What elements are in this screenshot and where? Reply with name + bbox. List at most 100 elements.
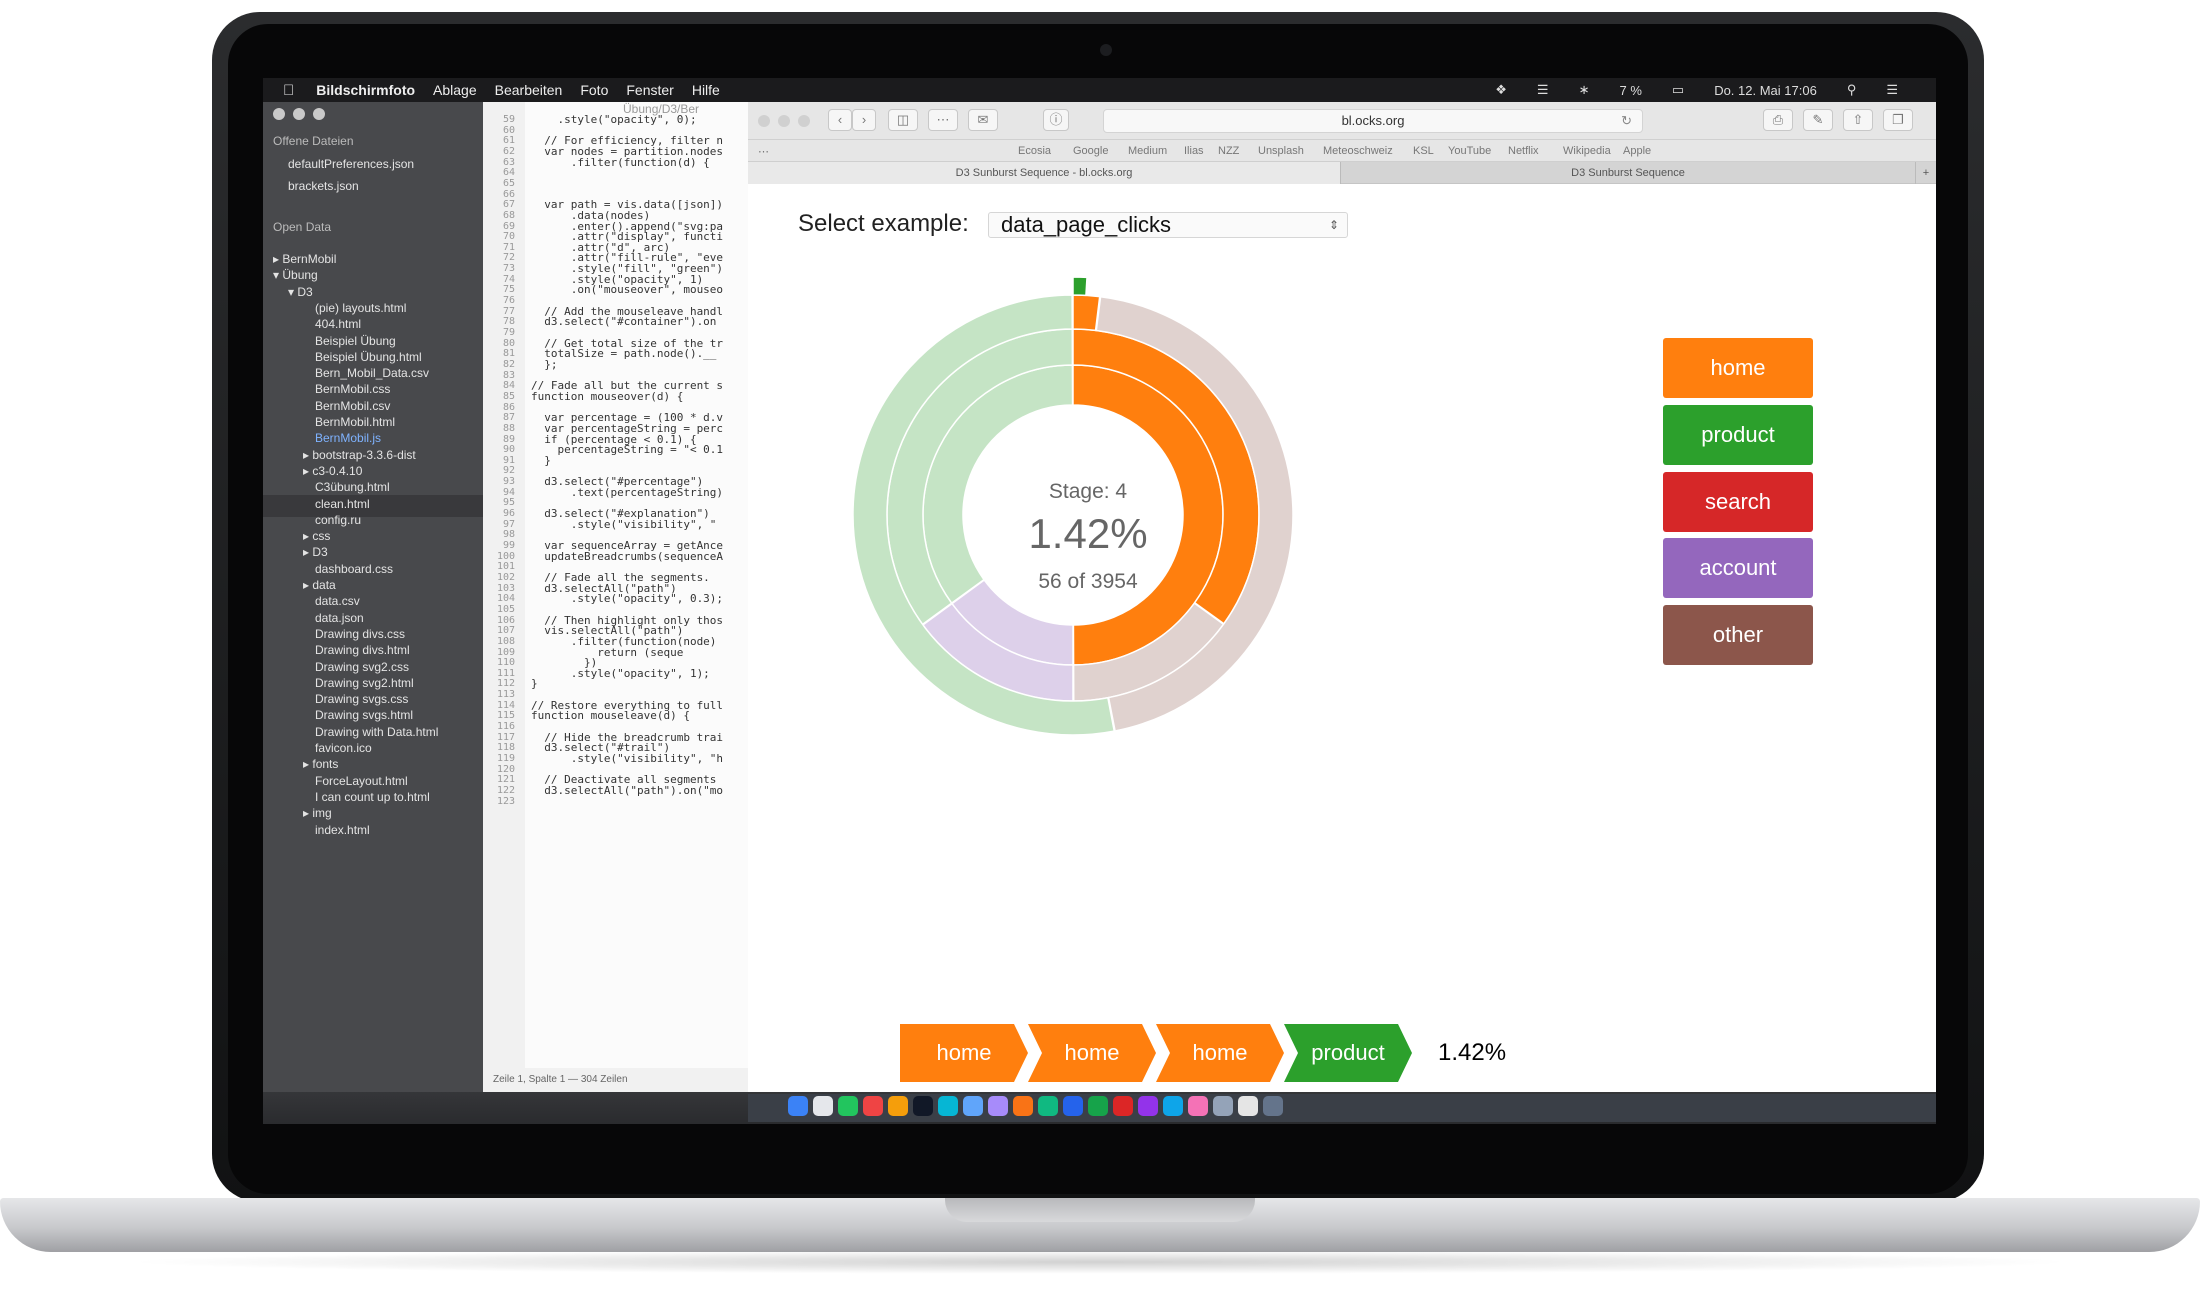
dock-app-icon[interactable] [1063,1096,1083,1116]
dock-app-icon[interactable] [1038,1096,1058,1116]
open-file-item[interactable]: defaultPreferences.json [288,157,414,171]
file-tree-item[interactable]: clean.html [315,497,370,511]
dock-app-icon[interactable] [863,1096,883,1116]
dock-app-icon[interactable] [1238,1096,1258,1116]
file-tree-item[interactable]: I can count up to.html [315,790,430,804]
file-tree-item[interactable]: Drawing with Data.html [315,725,438,739]
menu-bearbeiten[interactable]: Bearbeiten [495,82,563,98]
file-tree-item[interactable]: ▸ fonts [303,757,338,771]
disclosure-arrow-icon[interactable]: ▾ [288,285,297,299]
open-file-item[interactable]: brackets.json [288,179,359,193]
forward-icon[interactable]: › [852,109,876,131]
top-sites-icon[interactable]: ⋯ [928,109,958,131]
dock-app-icon[interactable] [813,1096,833,1116]
mail-icon[interactable]: ✉ [968,109,998,131]
dock-app-icon[interactable] [1013,1096,1033,1116]
favorite-link[interactable]: NZZ [1218,145,1239,157]
favorite-link[interactable]: Netflix [1508,145,1539,157]
project-dropdown[interactable]: Open Data [273,220,331,234]
reload-icon[interactable]: ↻ [1621,110,1632,132]
file-tree-item[interactable]: ▸ data [303,578,336,592]
disclosure-arrow-icon[interactable]: ▸ [303,806,312,820]
dock-app-icon[interactable] [938,1096,958,1116]
file-tree-item[interactable]: Drawing svgs.css [315,692,408,706]
disclosure-arrow-icon[interactable]: ▸ [303,757,312,771]
tab-blocks[interactable]: D3 Sunburst Sequence - bl.ocks.org [748,162,1340,184]
dock-app-icon[interactable] [1263,1096,1283,1116]
file-tree-item[interactable]: index.html [315,823,370,837]
file-tree-item[interactable]: Drawing svg2.css [315,660,409,674]
dock-app-icon[interactable] [1113,1096,1133,1116]
code-editor[interactable]: Übung/D3/Ber 59 .style("opacity", 0); 60 6… [483,102,748,1092]
tabs-overview-icon[interactable]: ❐ [1883,109,1913,131]
file-tree-item[interactable]: (pie) layouts.html [315,301,406,315]
file-tree-item[interactable]: ▸ img [303,806,332,820]
file-tree-item[interactable]: ▸ bootstrap-3.3.6-dist [303,448,416,462]
favorite-link[interactable]: KSL [1413,145,1434,157]
disclosure-arrow-icon[interactable]: ▸ [273,252,282,266]
dock-app-icon[interactable] [1138,1096,1158,1116]
dropbox-icon[interactable]: ❖ [1495,82,1507,98]
file-tree-item[interactable]: ▾ Übung [273,268,318,282]
favorite-link[interactable]: Ilias [1184,145,1204,157]
dock-app-icon[interactable] [1163,1096,1183,1116]
file-tree-item[interactable]: ▸ D3 [303,545,328,559]
favorite-link[interactable]: Apple [1623,145,1651,157]
file-tree-item[interactable]: C3übung.html [315,480,390,494]
dock-app-icon[interactable] [1188,1096,1208,1116]
disclosure-arrow-icon[interactable]: ▸ [303,464,312,478]
dock-app-icon[interactable] [788,1096,808,1116]
dock-app-icon[interactable] [888,1096,908,1116]
favorite-link[interactable]: Google [1073,145,1108,157]
file-tree-item[interactable]: ▸ css [303,529,330,543]
notification-center-icon[interactable]: ☰ [1886,82,1898,98]
new-tab-icon[interactable]: + [1915,162,1936,184]
dock-app-icon[interactable] [988,1096,1008,1116]
sidebar-icon[interactable]: ◫ [888,109,918,131]
favorite-link[interactable]: Medium [1128,145,1167,157]
file-tree-item[interactable]: ▸ c3-0.4.10 [303,464,362,478]
battery-icon[interactable]: ▭ [1672,82,1684,98]
file-tree-item[interactable]: 404.html [315,317,361,331]
file-tree-item[interactable]: favicon.ico [315,741,372,755]
dock-app-icon[interactable] [838,1096,858,1116]
file-tree-item[interactable]: Beispiel Übung [315,334,396,348]
zoom-window-button[interactable] [798,115,810,127]
menu-hilfe[interactable]: Hilfe [692,82,720,98]
clock[interactable]: Do. 12. Mai 17:06 [1714,83,1817,98]
bluetooth-icon[interactable]: ∗ [1579,82,1590,98]
sunburst-segment-home[interactable] [1073,295,1100,330]
file-tree-item[interactable]: BernMobil.html [315,415,395,429]
file-tree-item[interactable]: Beispiel Übung.html [315,350,422,364]
file-tree-item[interactable]: BernMobil.css [315,382,390,396]
apple-menu-icon[interactable]:  [283,82,294,99]
battery-percent[interactable]: 7 % [1619,83,1641,98]
favorite-link[interactable]: YouTube [1448,145,1491,157]
dock-app-icon[interactable] [963,1096,983,1116]
favorite-link[interactable]: Ecosia [1018,145,1051,157]
file-tree-item[interactable]: ForceLayout.html [315,774,408,788]
disclosure-arrow-icon[interactable]: ▸ [303,578,312,592]
menu-app-name[interactable]: Bildschirmfoto [316,82,415,98]
file-tree-item[interactable]: ▸ BernMobil [273,252,336,266]
file-tree-item[interactable]: Drawing divs.css [315,627,405,641]
file-tree-item[interactable]: data.json [315,611,364,625]
back-icon[interactable]: ‹ [828,109,852,131]
menu-fenster[interactable]: Fenster [626,82,673,98]
dock-app-icon[interactable] [1088,1096,1108,1116]
spotlight-icon[interactable]: ⚲ [1847,82,1857,98]
file-tree-item[interactable]: BernMobil.js [315,431,381,445]
sunburst-segment-product[interactable] [1073,277,1087,295]
favorite-link[interactable]: Wikipedia [1563,145,1611,157]
disclosure-arrow-icon[interactable]: ▸ [303,545,312,559]
disclosure-arrow-icon[interactable]: ▾ [273,268,282,282]
close-window-button[interactable] [273,108,285,120]
favorite-link[interactable]: Meteoschweiz [1323,145,1393,157]
apps-grid-icon[interactable]: ⋯ [758,145,769,158]
file-tree-item[interactable]: BernMobil.csv [315,399,390,413]
file-tree-item[interactable]: Drawing divs.html [315,643,410,657]
disclosure-arrow-icon[interactable]: ▸ [303,529,312,543]
file-tree-item[interactable]: Drawing svgs.html [315,708,413,722]
edit-icon[interactable]: ✎ [1803,109,1833,131]
print-icon[interactable]: ⎙ [1763,109,1793,131]
